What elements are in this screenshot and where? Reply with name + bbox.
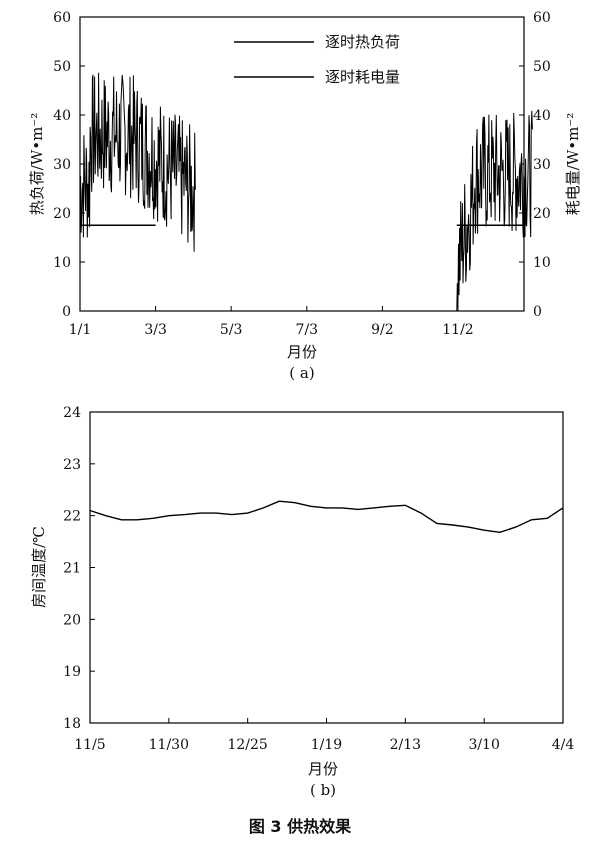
- chart-b-ytick-label: 22: [63, 509, 81, 525]
- chart-b-panel-label: ( b): [310, 781, 336, 799]
- chart-b-ytick-label: 18: [63, 716, 81, 732]
- chart-b-xtick-label: 3/10: [468, 737, 499, 753]
- chart-a-ytick-right-label: 40: [533, 108, 551, 124]
- chart-b-ytick-label: 19: [63, 664, 81, 680]
- room-temperature-series: [89, 500, 564, 534]
- heat-load-series: [79, 72, 196, 252]
- chart-a-ytick-right-label: 60: [533, 10, 551, 26]
- chart-a-ytick-left-label: 50: [53, 59, 71, 75]
- figure-caption: 图 3 供热效果: [248, 817, 352, 836]
- chart-a-ytick-left-label: 0: [62, 304, 71, 320]
- chart-a-ytick-right-label: 50: [533, 59, 551, 75]
- chart-b-xlabel: 月份: [308, 760, 338, 778]
- chart-a-ytick-right-label: 10: [533, 255, 551, 271]
- chart-a-ytick-left-label: 20: [53, 206, 71, 222]
- chart-b-xtick-label: 11/5: [74, 737, 105, 753]
- chart-b-xtick-label: 2/13: [390, 737, 421, 753]
- chart-a-xtick-label: 11/2: [442, 322, 473, 338]
- chart-a-xtick-label: 7/3: [296, 322, 319, 338]
- chart-a-ytick-left-label: 60: [53, 10, 71, 26]
- chart-a-ytick-right-label: 20: [533, 206, 551, 222]
- legend-label-power: 逐时耗电量: [325, 68, 400, 86]
- chart-a-ytick-left-label: 10: [53, 255, 71, 271]
- chart-a-xtick-label: 3/3: [144, 322, 167, 338]
- chart-b-xtick-label: 11/30: [149, 737, 189, 753]
- chart-a-xtick-label: 5/3: [220, 322, 243, 338]
- chart-a: 0 10 20 30 40 50 60 0 10 20 30 40 50 60 1/1 3/3 5/3 7/3…: [28, 10, 582, 382]
- chart-a-ytick-left-label: 30: [53, 157, 71, 173]
- legend-label-heat-load: 逐时热负荷: [325, 33, 400, 51]
- chart-b-frame: [89, 411, 564, 724]
- chart-b-ylabel: 房间温度/℃: [30, 526, 48, 608]
- chart-a-ytick-right-label: 30: [533, 157, 551, 173]
- chart-b-ytick-label: 24: [63, 405, 81, 421]
- chart-b-xtick-label: 4/4: [552, 737, 575, 753]
- chart-a-panel-label: ( a): [289, 364, 314, 382]
- chart-b-ytick-label: 23: [63, 457, 81, 473]
- chart-a-ylabel-right: 耗电量/W•m⁻²: [564, 113, 582, 215]
- chart-b-ytick-label: 20: [63, 612, 81, 628]
- chart-b-xtick-label: 1/19: [311, 737, 342, 753]
- chart-b-xtick-label: 12/25: [227, 737, 267, 753]
- chart-a-xtick-label: 1/1: [69, 322, 92, 338]
- chart-a-ylabel-left: 热负荷/W•m⁻²: [28, 113, 46, 215]
- chart-a-xlabel: 月份: [287, 343, 317, 361]
- chart-a-ytick-left-label: 40: [53, 108, 71, 124]
- chart-b-ytick-label: 21: [63, 561, 81, 577]
- chart-a-ytick-right-label: 0: [533, 304, 542, 320]
- chart-b: 18 19 20 21 22 23 24 11/5 11/30 12/25 1/19 2/13 3/1…: [30, 405, 575, 799]
- heat-load-series: [456, 110, 533, 312]
- chart-a-xtick-label: 9/2: [371, 322, 394, 338]
